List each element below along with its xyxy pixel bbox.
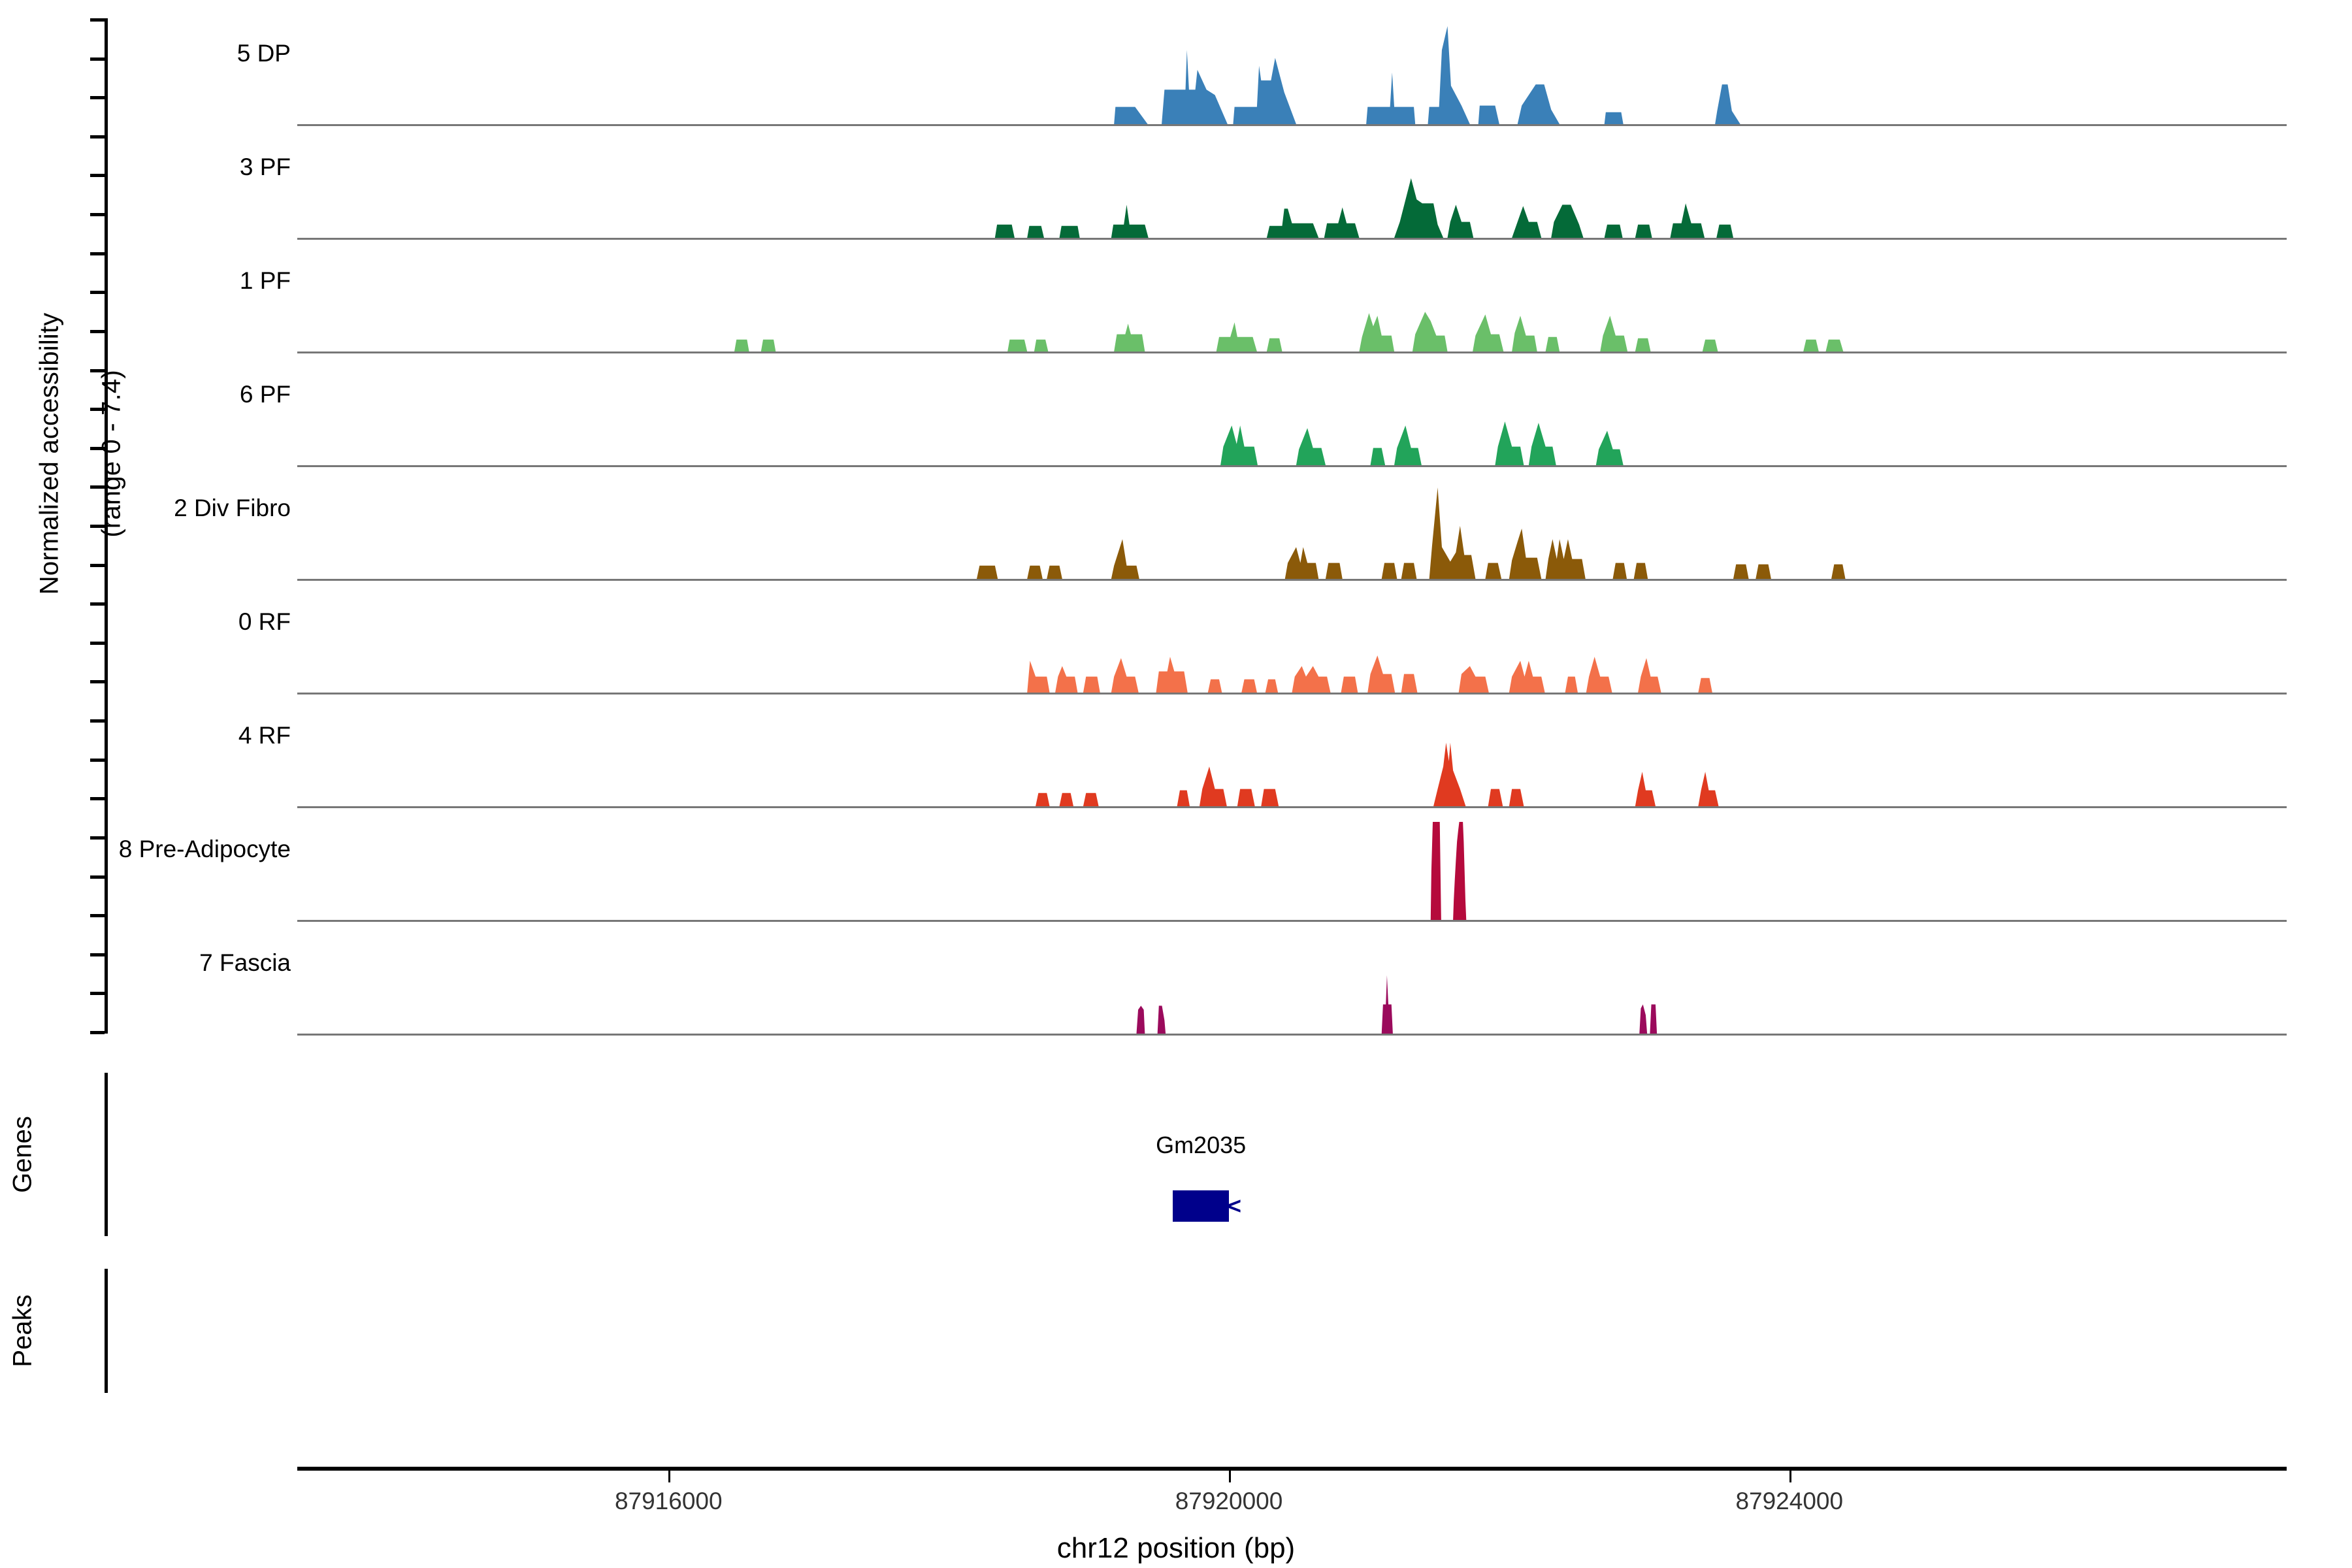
track-baseline xyxy=(297,579,2287,581)
track-label-6-pf: 6 PF xyxy=(239,381,291,408)
gene-body[interactable] xyxy=(1173,1190,1229,1222)
track-label-8-pre-adipocyte: 8 Pre-Adipocyte xyxy=(118,836,291,862)
axis-tick xyxy=(90,525,105,528)
axis-tick xyxy=(90,992,105,995)
track-baseline xyxy=(297,238,2287,240)
y-axis-label-line2: (range 0 - 7.4) xyxy=(97,370,126,538)
x-axis-tick xyxy=(1229,1471,1231,1482)
axis-tick xyxy=(90,369,105,372)
x-axis-tick-label: 87916000 xyxy=(614,1488,723,1514)
axis-tick xyxy=(90,953,105,956)
track-baseline xyxy=(297,1034,2287,1036)
axis-tick xyxy=(90,291,105,294)
axis-tick xyxy=(90,914,105,917)
axis-tick xyxy=(90,836,105,840)
x-axis-tick xyxy=(1789,1471,1791,1482)
track-baseline xyxy=(297,693,2287,694)
gene-name-label: Gm2035 xyxy=(1156,1132,1247,1158)
track-label-7-fascia: 7 Fascia xyxy=(199,949,291,976)
track-signal xyxy=(297,253,2287,351)
y-axis-label: Normalized accessibility (range 0 - 7.4) xyxy=(4,303,127,604)
axis-tick xyxy=(90,330,105,333)
track-signal xyxy=(297,708,2287,806)
axis-tick xyxy=(90,408,105,411)
track-signal xyxy=(297,26,2287,124)
axis-tick xyxy=(90,252,105,255)
x-axis-tick-label: 87924000 xyxy=(1735,1488,1844,1514)
axis-tick xyxy=(90,642,105,645)
axis-tick xyxy=(90,1031,105,1034)
track-label-1-pf: 1 PF xyxy=(239,267,291,294)
track-signal xyxy=(297,481,2287,579)
axis-tick xyxy=(90,602,105,606)
x-axis-title: chr12 position (bp) xyxy=(1056,1532,1296,1564)
axis-tick xyxy=(90,485,105,489)
track-baseline xyxy=(297,920,2287,922)
track-label-2-div-fibro: 2 Div Fibro xyxy=(174,495,291,521)
axis-tick xyxy=(90,797,105,800)
track-baseline xyxy=(297,124,2287,126)
genes-panel-label: Genes xyxy=(8,1116,37,1193)
track-signal xyxy=(297,367,2287,465)
accessibility-axis-spine xyxy=(90,18,108,1034)
axis-tick xyxy=(90,719,105,723)
track-label-4-rf: 4 RF xyxy=(238,722,291,749)
gene-strand-arrow-icon: < xyxy=(1228,1192,1242,1219)
track-signal xyxy=(297,936,2287,1034)
axis-tick xyxy=(90,18,105,22)
axis-tick xyxy=(90,57,105,61)
track-baseline xyxy=(297,351,2287,353)
peaks-panel-label: Peaks xyxy=(8,1294,37,1367)
track-label-5-dp: 5 DP xyxy=(237,40,291,67)
axis-tick xyxy=(90,680,105,683)
axis-tick xyxy=(90,564,105,567)
track-label-0-rf: 0 RF xyxy=(238,608,291,635)
y-axis-label-line1: Normalized accessibility xyxy=(35,312,64,595)
axis-tick xyxy=(90,135,105,139)
track-signal xyxy=(297,595,2287,693)
track-baseline xyxy=(297,465,2287,467)
axis-tick xyxy=(90,447,105,450)
axis-tick xyxy=(90,875,105,879)
track-baseline xyxy=(297,806,2287,808)
track-label-3-pf: 3 PF xyxy=(239,154,291,180)
x-axis-line xyxy=(297,1467,2287,1471)
track-signal xyxy=(297,822,2287,920)
axis-tick xyxy=(90,759,105,762)
x-axis-tick-label: 87920000 xyxy=(1175,1488,1283,1514)
genes-axis-spine xyxy=(105,1073,108,1236)
x-axis-tick xyxy=(668,1471,671,1482)
peaks-axis-spine xyxy=(105,1269,108,1393)
axis-tick xyxy=(90,96,105,99)
axis-tick xyxy=(90,174,105,177)
axis-tick xyxy=(90,213,105,216)
track-signal xyxy=(297,140,2287,238)
